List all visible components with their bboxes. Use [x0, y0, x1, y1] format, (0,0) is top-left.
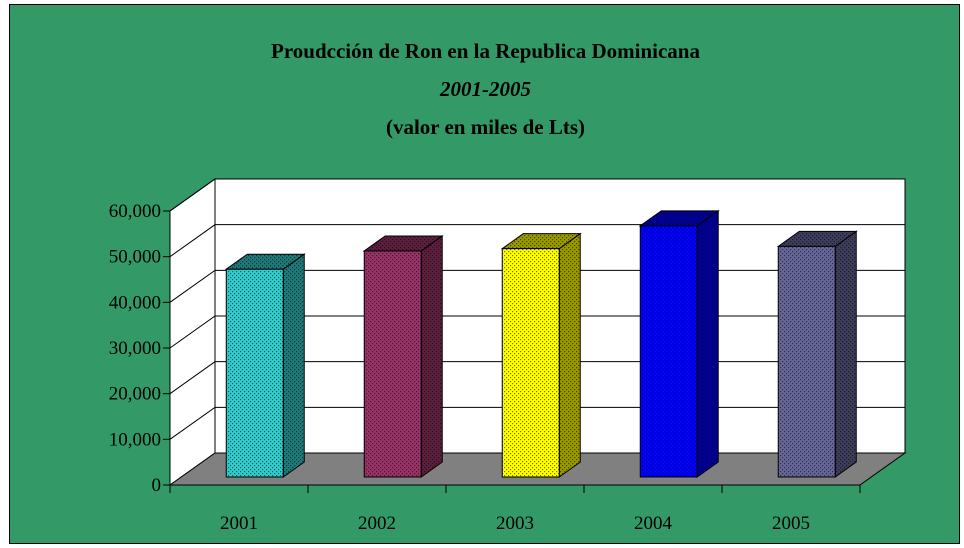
x-tick-label-2002: 2002: [358, 513, 396, 534]
bar-side: [558, 232, 581, 478]
y-tick-label: 50,000: [109, 247, 161, 268]
bar-2004: [638, 209, 720, 478]
gridline: [169, 178, 905, 212]
chart-title: Proudcción de Ron en la Republica Domini…: [271, 39, 700, 63]
bar-2003: [500, 232, 582, 478]
x-tick-label-2004: 2004: [634, 513, 673, 534]
chart-subtitle-years: 2001-2005: [440, 77, 531, 101]
y-tick-labels: 0 10,000 20,000 30,000 40,000 50,000 60,000: [109, 201, 161, 496]
bars: [224, 209, 858, 478]
axes: [163, 210, 861, 493]
bar-side: [696, 209, 719, 478]
y-tick-label: 60,000: [109, 201, 161, 222]
y-tick-label: 10,000: [109, 429, 161, 450]
x-tick-label-2003: 2003: [496, 513, 534, 534]
bar-front: [777, 245, 836, 478]
x-tick-label-2001: 2001: [220, 513, 258, 534]
bar-2002: [362, 234, 444, 478]
bar-front: [639, 225, 698, 478]
chart-area: Proudcción de Ron en la Republica Domini…: [9, 4, 960, 544]
bar-2001: [224, 253, 306, 478]
bar-2005: [776, 230, 858, 478]
y-tick-label: 30,000: [109, 338, 161, 359]
chart-subtitle-units: (valor en miles de Lts): [385, 115, 586, 139]
bar-front: [501, 248, 560, 478]
bar-front: [225, 268, 284, 478]
y-tick-label: 40,000: [109, 292, 161, 313]
x-tick-label-2005: 2005: [772, 513, 810, 534]
bar-side: [282, 253, 305, 478]
bar-side: [834, 230, 857, 478]
x-tick-labels: 2001 2002 2003 2004 2005: [220, 513, 810, 534]
y-tick-label: 20,000: [109, 384, 161, 405]
y-tick-label: 0: [152, 475, 162, 496]
bar-side: [420, 234, 443, 478]
plot-svg: 0 10,000 20,000 30,000 40,000 50,000 60,000 20…: [109, 178, 907, 534]
bar-front: [363, 250, 422, 478]
